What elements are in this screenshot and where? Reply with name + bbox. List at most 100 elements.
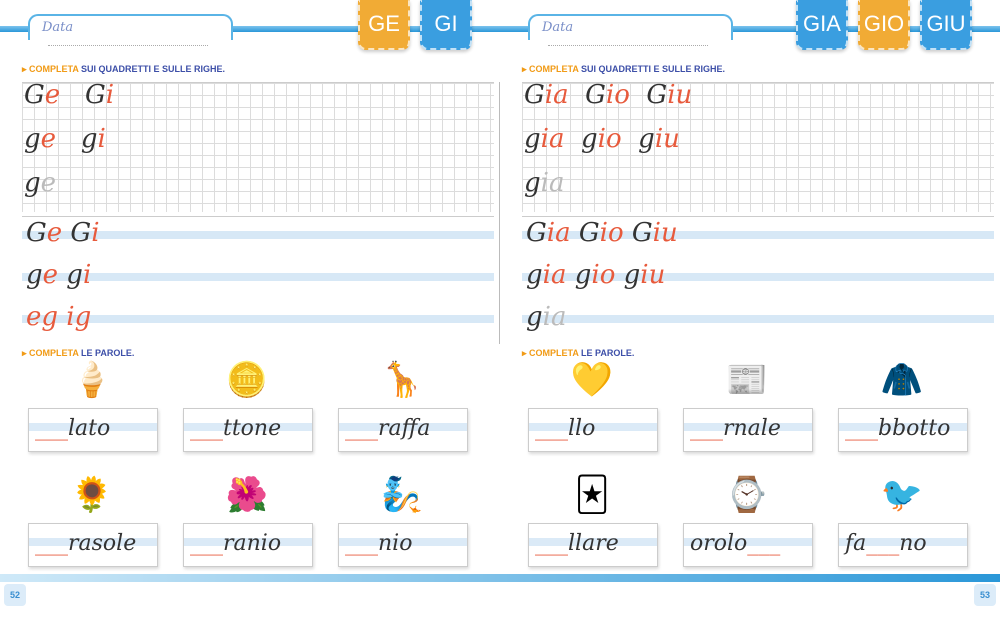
word-card[interactable]: orolo___ [683,523,813,567]
cursive-letters: g [566,260,592,290]
cursive-letters: G [623,218,653,248]
word-ending: raffa [378,416,431,441]
cursive-letters: g [24,168,41,198]
cursive-row: Ge Gi [24,80,114,110]
page-divider [499,82,500,344]
word-card[interactable]: ___llo [528,408,658,452]
cursive-letters: G [570,218,600,248]
word-card[interactable]: fa___no [838,523,968,567]
instruction-keyword: ▸ [22,64,30,74]
word-blank[interactable]: ___ [190,531,223,556]
instruction: ▸ COMPLETA SUI QUADRETTI E SULLE RIGHE. [22,64,225,75]
word-blank[interactable]: ___ [535,531,568,556]
date-label: Data [542,20,574,35]
instruction: ▸ COMPLETA LE PAROLE. [522,348,634,359]
word-card[interactable]: ___rasole [28,523,158,567]
cursive-letters: g [56,124,98,154]
cursive-row: eg ig [26,302,91,332]
date-field: Data [28,14,233,46]
word-picture-icon: 🍦 [70,360,114,400]
word-ending: rasole [68,531,137,556]
cursive-letters: e [42,260,59,290]
word-card[interactable]: ___ranio [183,523,313,567]
cursive-letters: e [46,218,63,248]
cursive-letters: g [26,260,43,290]
cursive-letters: ia [542,260,567,290]
word-prefix: fa [845,531,867,556]
cursive-letters: g [621,124,655,154]
cursive-letters: i [105,80,115,110]
instruction-keyword: COMPLETA [29,348,79,358]
word-blank[interactable]: ___ [35,416,68,441]
cursive-letters: G [24,80,45,110]
instruction: ▸ COMPLETA SUI QUADRETTI E SULLE RIGHE. [522,64,725,75]
cursive-row: Gia Gio Giu [526,218,678,248]
cursive-row: gia [526,302,566,332]
squared-grid [522,82,994,212]
cursive-letters: ia [546,218,571,248]
cursive-letters: e [40,124,57,154]
right-page: Data GIA GIO GIU ▸ COMPLETA SUI QUADRETTI E … [500,0,1000,620]
word-picture-icon: 📰 [725,360,769,400]
syllable-tab-giu: GIU [920,0,972,50]
word-card[interactable]: ___rnale [683,408,813,452]
word-ending: rnale [723,416,781,441]
instruction-keyword: ▸ [522,348,530,358]
cursive-letters: g [615,260,641,290]
cursive-letters: G [526,218,547,248]
word-blank[interactable]: ___ [35,531,68,556]
instruction-keyword: COMPLETA [529,348,579,358]
word-blank[interactable]: ___ [190,416,223,441]
cursive-row: Ge Gi [26,218,100,248]
word-blank[interactable]: ___ [345,531,378,556]
cursive-row: gia gio giu [526,260,665,290]
word-ending: lato [68,416,111,441]
word-card[interactable]: ___nio [338,523,468,567]
cursive-letters: iu [667,80,693,110]
header-stripe [500,26,1000,32]
instruction-keyword: ▸ [522,64,530,74]
cursive-letters: G [524,80,545,110]
left-page: Data GE GI ▸ COMPLETA SUI QUADRETTI E SULLE… [0,0,500,567]
word-blank[interactable]: ___ [345,416,378,441]
squared-grid [22,82,494,212]
bottom-stripe [0,574,1000,582]
word-card[interactable]: ___raffa [338,408,468,452]
cursive-row: gia gio giu [524,124,680,154]
instruction: ▸ COMPLETA LE PAROLE. [22,348,134,359]
word-card[interactable]: ___bbotto [838,408,968,452]
word-blank[interactable]: ___ [535,416,568,441]
cursive-letters: ia [542,302,567,332]
cursive-letters: g [526,260,543,290]
word-blank[interactable]: ___ [866,531,900,556]
header-stripe [0,26,500,32]
cursive-letters: i [97,124,106,154]
word-card[interactable]: ___ttone [183,408,313,452]
cursive-letters: io [591,260,616,290]
word-blank[interactable]: ___ [747,531,781,556]
cursive-letters: io [599,218,624,248]
page-number-left: 52 [4,584,26,606]
syllable-tab-ge: GE [358,0,410,50]
word-picture-icon: 🦒 [380,360,424,400]
date-field: Data [528,14,733,46]
cursive-letters: ig [66,302,92,332]
cursive-letters: ia [540,168,565,198]
word-blank[interactable]: ___ [690,416,723,441]
word-ending: llare [568,531,619,556]
word-blank[interactable]: ___ [845,416,878,441]
cursive-row: ge gi [26,260,91,290]
lined-rows [522,216,994,342]
syllable-tab-gia: GIA [796,0,848,50]
word-picture-icon: 🌻 [70,475,114,515]
cursive-letters: g [524,124,541,154]
cursive-letters: e [40,168,57,198]
cursive-letters: G [26,218,47,248]
word-picture-icon: 🐦 [880,475,924,515]
word-card[interactable]: ___lato [28,408,158,452]
word-ending: ranio [223,531,282,556]
word-ending: nio [378,531,413,556]
cursive-letters: eg [26,302,59,332]
lined-rows [22,216,494,342]
word-card[interactable]: ___llare [528,523,658,567]
